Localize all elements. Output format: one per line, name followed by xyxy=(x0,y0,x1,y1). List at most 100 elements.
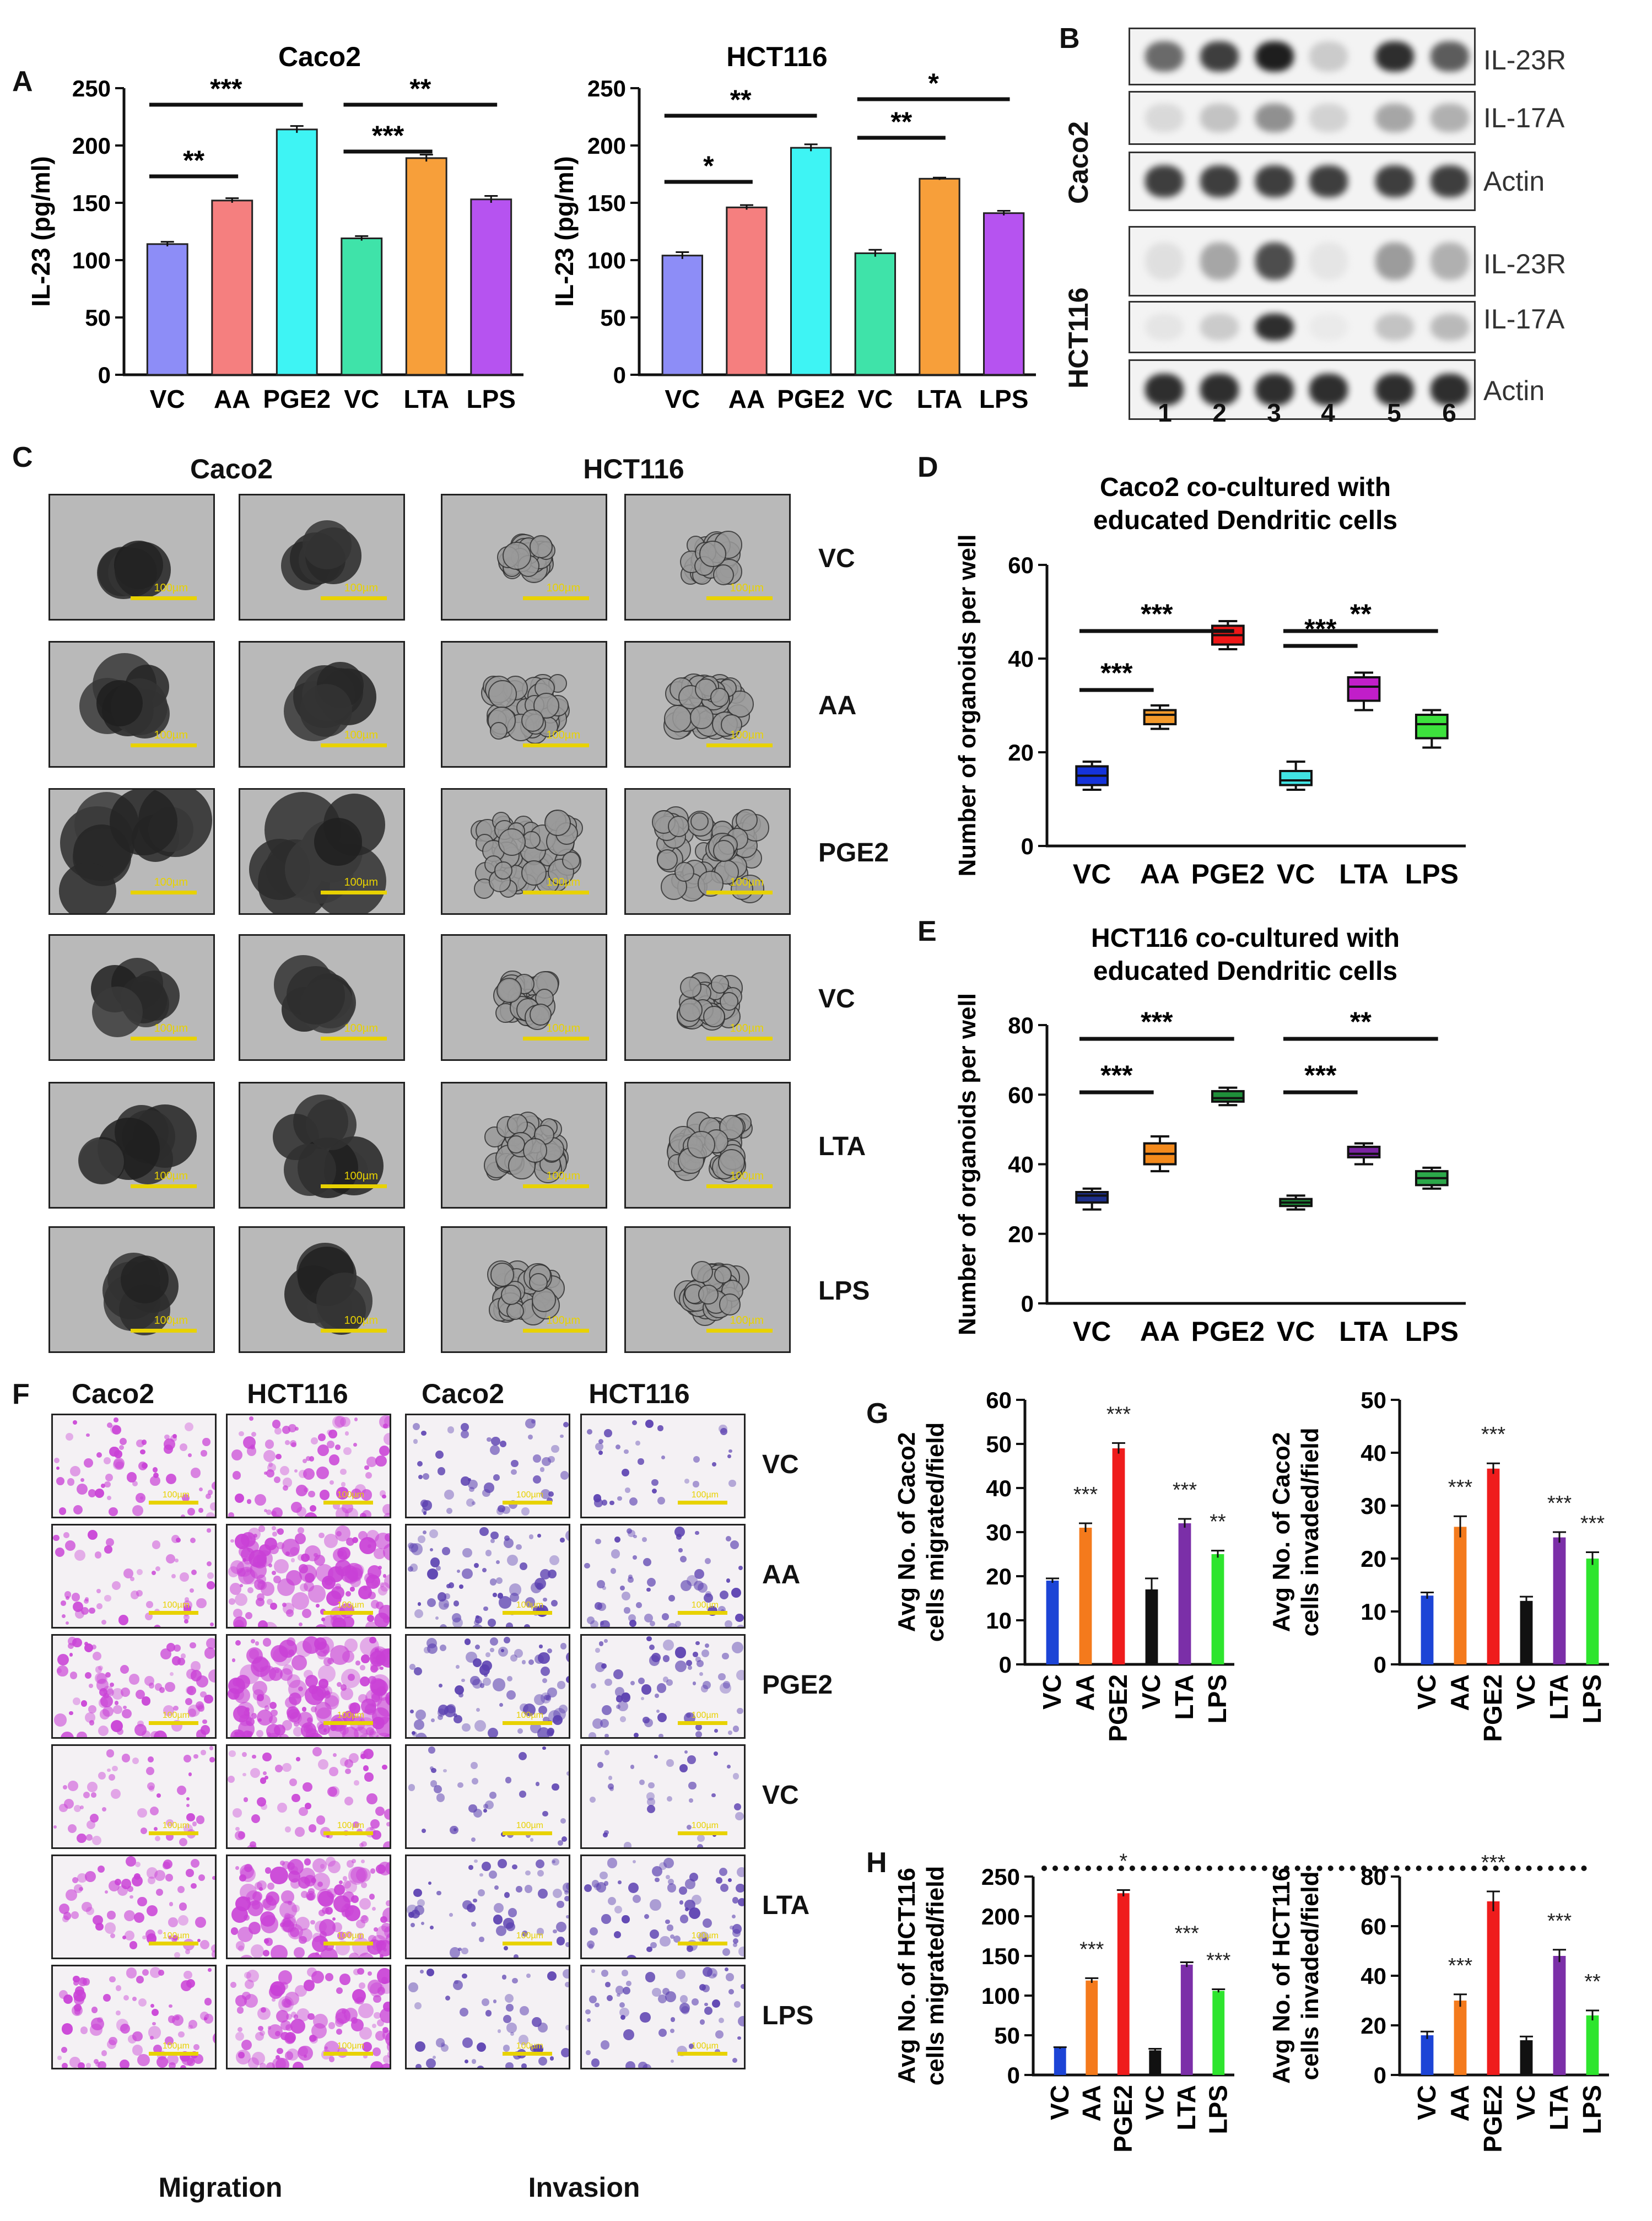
stained-cell xyxy=(305,1455,311,1462)
scale-bar xyxy=(503,1611,552,1615)
blot-band-hct116-il17a xyxy=(1145,313,1184,341)
stained-cell xyxy=(560,1434,564,1438)
stained-cell xyxy=(172,1433,177,1438)
panel-label-g: G xyxy=(866,1398,889,1430)
cell-cluster xyxy=(679,998,703,1022)
stained-cell xyxy=(63,1994,73,2004)
stained-cell xyxy=(503,2014,512,2024)
stained-cell xyxy=(291,1592,309,1610)
stained-cell xyxy=(686,1825,692,1830)
h-migrated-xlabel: LPS xyxy=(1203,2085,1232,2134)
stained-cell xyxy=(344,1431,349,1436)
stained-cell xyxy=(380,1916,387,1923)
stained-cell xyxy=(250,1944,264,1958)
stained-cell xyxy=(597,1761,604,1768)
g-migrated-xlabel: LTA xyxy=(1170,1674,1198,1720)
stained-cell xyxy=(430,1718,435,1722)
invasion-image: 100µm xyxy=(580,1634,746,1739)
stained-cell xyxy=(57,1665,68,1677)
stained-cell xyxy=(411,1910,420,1918)
stained-cell xyxy=(367,1614,375,1622)
blot-lane-3: 3 xyxy=(1267,398,1281,427)
stained-cell xyxy=(737,1707,743,1714)
stained-cell xyxy=(69,1653,73,1657)
stained-cell xyxy=(341,1482,346,1487)
stained-cell xyxy=(595,1662,606,1672)
stained-cell xyxy=(207,1581,215,1589)
stained-cell xyxy=(413,1439,418,1444)
stained-cell xyxy=(96,1603,103,1610)
stained-cell xyxy=(686,1660,692,1666)
scale-bar xyxy=(321,596,387,600)
scale-bar-label: 100µm xyxy=(337,1600,364,1610)
stained-cell xyxy=(360,1676,370,1686)
stained-cell xyxy=(551,1599,558,1607)
stained-cell xyxy=(540,1467,545,1472)
stained-cell xyxy=(62,2062,68,2068)
stained-cell xyxy=(558,1840,563,1846)
stained-cell xyxy=(312,2013,328,2029)
stained-cell xyxy=(206,1638,215,1649)
g-migrated-xlabel: VC xyxy=(1137,1674,1165,1710)
g-invaded-ytick-label: 0 xyxy=(1374,1652,1386,1678)
stained-cell xyxy=(678,1886,687,1895)
h-migrated-ytick-label: 100 xyxy=(981,1983,1020,2009)
stained-cell xyxy=(271,1709,278,1717)
stained-cell xyxy=(734,1803,742,1811)
stained-cell xyxy=(147,1905,158,1916)
a-caco2-bar xyxy=(211,200,253,376)
stained-cell xyxy=(175,1538,181,1543)
stained-cell xyxy=(151,1570,156,1576)
stained-cell xyxy=(552,1858,559,1866)
stained-cell xyxy=(604,1830,609,1835)
stained-cell xyxy=(670,2029,674,2034)
a-hct116-sig-label: ** xyxy=(730,84,752,115)
stained-cell xyxy=(644,1718,654,1728)
stained-cell xyxy=(340,1468,347,1475)
stained-cell xyxy=(159,1687,165,1693)
g-migrated-bar xyxy=(1211,1554,1224,1664)
stained-cell xyxy=(190,1538,196,1544)
h-migrated-bar xyxy=(1149,2050,1162,2075)
stained-cell xyxy=(386,1648,390,1655)
stained-cell xyxy=(274,1427,282,1435)
stained-cell xyxy=(614,1536,621,1543)
stained-cell xyxy=(620,1716,626,1722)
stained-cell xyxy=(123,1994,129,2001)
stained-cell xyxy=(560,1818,566,1824)
g-invaded-star: *** xyxy=(1448,1476,1473,1499)
stained-cell xyxy=(684,1479,690,1484)
scale-bar-label: 100µm xyxy=(154,876,188,888)
scale-bar xyxy=(706,596,773,600)
stained-cell xyxy=(552,1888,562,1898)
stained-cell xyxy=(586,2018,591,2023)
stained-cell xyxy=(497,2029,501,2033)
stained-cell xyxy=(71,1593,80,1602)
stained-cell xyxy=(725,1620,733,1627)
stained-cell xyxy=(73,1994,85,2006)
h-migrated-ytick-label: 50 xyxy=(994,2023,1020,2049)
migration-image: 100µm xyxy=(51,1744,217,1849)
h-invaded-xlabel: VC xyxy=(1511,2085,1540,2120)
h-invaded-ylabel-line2: cells invaded/field xyxy=(1297,1871,1324,2080)
stained-cell xyxy=(74,2008,80,2015)
g-migrated-ylabel-line1: Avg No. of Caco2 xyxy=(893,1432,920,1632)
cell-cluster xyxy=(314,817,363,866)
organoid-image: 100µm xyxy=(624,641,791,768)
stained-cell xyxy=(604,1750,610,1756)
stained-cell xyxy=(98,1772,106,1780)
stained-cell xyxy=(299,1564,317,1583)
stained-cell xyxy=(591,2058,600,2067)
d-box xyxy=(1415,714,1449,740)
stained-cell xyxy=(565,1529,569,1541)
stained-cell xyxy=(344,1796,354,1806)
stained-cell xyxy=(350,1866,368,1884)
stained-cell xyxy=(686,1945,694,1953)
stained-cell xyxy=(283,1485,289,1491)
stained-cell xyxy=(291,1655,307,1670)
cell-cluster xyxy=(687,1130,715,1159)
stained-cell xyxy=(67,1824,77,1834)
stained-cell xyxy=(384,1533,390,1542)
a-caco2-title: Caco2 xyxy=(278,41,361,72)
stained-cell xyxy=(461,1423,469,1432)
